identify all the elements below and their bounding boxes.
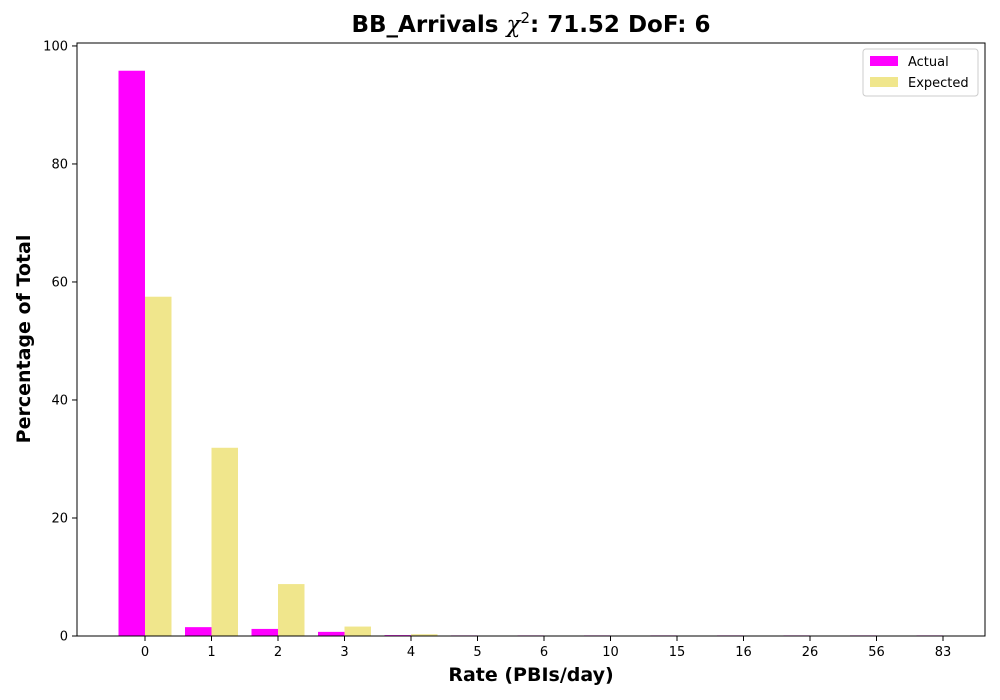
x-tick-label: 2 xyxy=(274,645,282,660)
x-tick-label: 15 xyxy=(669,645,686,660)
x-tick-label: 16 xyxy=(735,645,752,660)
x-tick-label: 5 xyxy=(473,645,481,660)
y-tick-label: 100 xyxy=(43,39,68,54)
y-tick-label: 0 xyxy=(60,630,68,645)
x-tick-label: 56 xyxy=(868,645,885,660)
chart-title-chi: χ xyxy=(505,12,523,38)
bars-group xyxy=(118,70,943,637)
legend-label-expected: Expected xyxy=(908,76,969,91)
y-axis-ticks: 0 20 40 60 80 100 xyxy=(43,39,77,645)
x-tick-label: 3 xyxy=(340,645,348,660)
chart-title-rest: : 71.52 DoF: 6 xyxy=(530,12,711,38)
bar-expected-1 xyxy=(211,447,238,636)
bar-expected-4 xyxy=(411,634,438,636)
x-axis-label: Rate (PBIs/day) xyxy=(448,664,613,686)
legend-label-actual: Actual xyxy=(908,55,949,70)
bar-actual-3 xyxy=(318,631,345,636)
plot-frame xyxy=(76,42,986,637)
bar-actual-2 xyxy=(251,628,278,636)
y-tick-label: 20 xyxy=(51,511,68,526)
x-tick-label: 0 xyxy=(141,645,149,660)
legend-swatch-actual xyxy=(870,56,898,66)
bar-expected-0 xyxy=(145,296,172,636)
bar-expected-2 xyxy=(278,584,305,636)
legend-swatch-expected xyxy=(870,77,898,87)
y-axis-label: Percentage of Total xyxy=(13,235,35,444)
x-axis-ticks: 0 1 2 3 4 5 6 10 15 16 26 56 83 xyxy=(141,636,951,660)
y-tick-label: 80 xyxy=(51,157,68,172)
x-tick-label: 10 xyxy=(602,645,619,660)
chart-title-sup: 2 xyxy=(520,9,530,27)
x-tick-label: 6 xyxy=(540,645,548,660)
y-tick-label: 40 xyxy=(51,393,68,408)
x-tick-label: 1 xyxy=(207,645,215,660)
x-tick-label: 4 xyxy=(407,645,415,660)
bar-actual-0 xyxy=(118,70,145,637)
chart-title-main: BB_Arrivals xyxy=(351,12,506,38)
y-tick-label: 60 xyxy=(51,275,68,290)
chart-title: BB_Arrivals χ2: 71.52 DoF: 6 xyxy=(351,9,710,38)
x-tick-label: 26 xyxy=(802,645,819,660)
bar-actual-1 xyxy=(185,627,212,636)
legend: Actual Expected xyxy=(862,48,979,97)
x-tick-label: 83 xyxy=(935,645,952,660)
bar-expected-3 xyxy=(344,626,371,636)
